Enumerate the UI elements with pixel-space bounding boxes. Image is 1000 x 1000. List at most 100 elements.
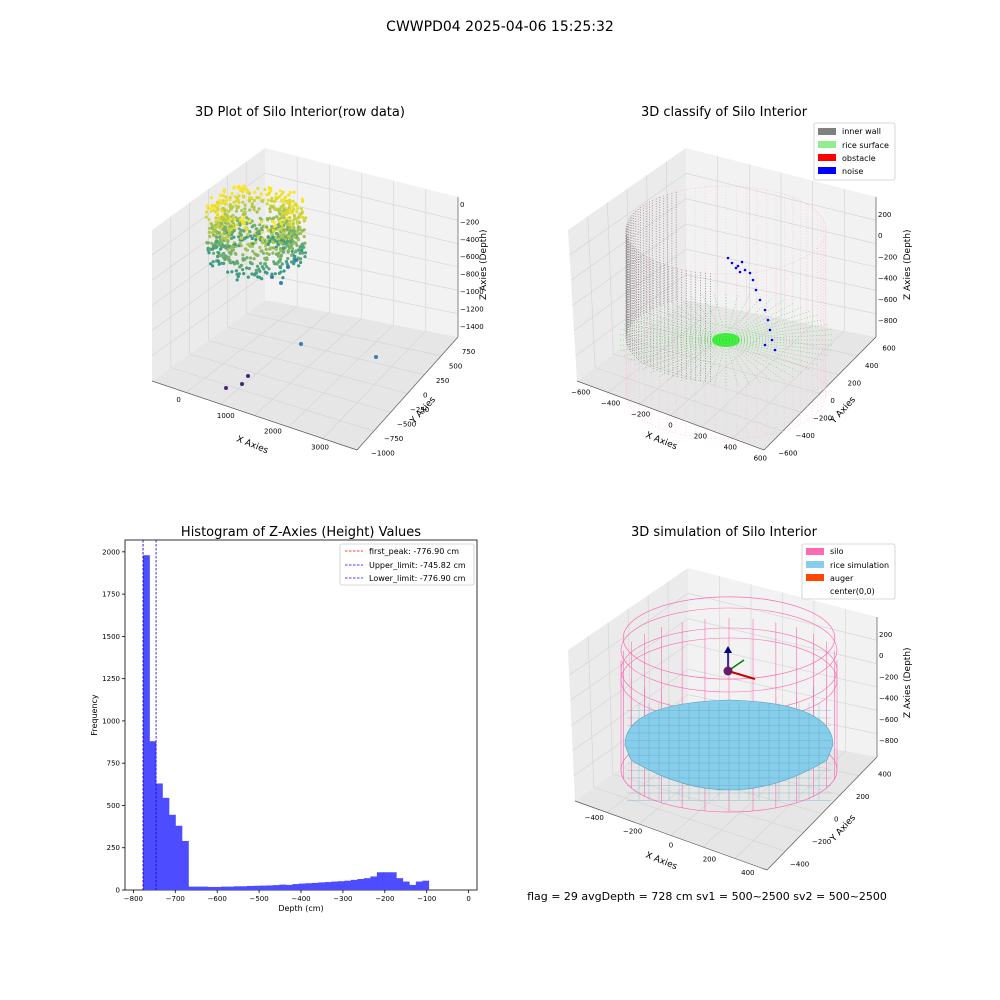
y-tick-label: 0 [423, 392, 427, 400]
point-raw [216, 230, 220, 234]
point-raw [290, 253, 294, 257]
histogram-bar [350, 879, 358, 890]
point-raw [297, 248, 301, 252]
point-raw [245, 188, 249, 192]
point-raw [242, 184, 246, 188]
point-raw [286, 211, 290, 215]
z-tick-label: 0 [460, 201, 464, 209]
point-raw [220, 261, 224, 265]
y-tick-label: 500 [107, 802, 120, 810]
plot2-legend-frame [813, 122, 896, 181]
axis-x-line [574, 800, 768, 871]
z-tick-label: −1000 [460, 288, 484, 296]
point-raw [255, 210, 259, 214]
point-raw [225, 231, 229, 235]
rice-surface-ray [634, 314, 727, 341]
point-raw [302, 234, 306, 239]
point-raw [242, 215, 246, 220]
point-raw [216, 207, 220, 212]
rice-surface-ray [725, 293, 739, 341]
point-raw [227, 209, 231, 214]
plot4-title: 3D simulation of Silo Interior [631, 525, 818, 540]
legend-label-rice-surface: rice surface [842, 141, 889, 150]
rice-surface-ray [658, 303, 727, 341]
point-raw [252, 199, 256, 203]
rice-surface-ray [624, 339, 727, 356]
point-raw [300, 243, 304, 247]
point-raw [239, 233, 243, 237]
point-raw [221, 236, 225, 240]
point-raw [269, 199, 274, 203]
legend-label-first-peak: first_peak: -776.90 cm [369, 547, 459, 556]
plot4-y-ticks: 400 200 0 −200 −400 [790, 770, 891, 868]
point-raw [235, 219, 240, 223]
point-raw [237, 194, 241, 198]
point-raw [260, 226, 264, 230]
point-raw [299, 251, 303, 255]
histogram-bar [396, 878, 404, 890]
x-tick-label: 600 [754, 455, 767, 463]
legend-label-obstacle: obstacle [842, 154, 876, 163]
point-raw [285, 244, 290, 248]
point-raw [266, 229, 270, 233]
point-raw [284, 242, 288, 246]
histogram-title: Histogram of Z-Axies (Height) Values [181, 525, 421, 540]
histogram-bar [253, 885, 261, 890]
histogram-bar [298, 883, 306, 890]
histogram-bar [149, 741, 157, 890]
noise-point [738, 270, 742, 274]
z-tick-label: 200 [879, 631, 892, 639]
noise-point [773, 348, 777, 352]
y-tick-label: 0 [116, 887, 120, 895]
point-raw [242, 237, 246, 241]
point-raw [272, 216, 276, 220]
point-raw [231, 205, 235, 209]
point-raw [248, 256, 253, 260]
point-raw [217, 251, 221, 255]
point-raw [224, 246, 228, 250]
histogram-bar [305, 883, 313, 890]
y-tick-label: 500 [449, 363, 462, 371]
rice-surface-ray [634, 339, 727, 366]
point-raw [218, 253, 222, 258]
histogram-bar [318, 882, 326, 890]
point-raw [252, 257, 256, 261]
legend-swatch-silo [806, 548, 824, 555]
point-outlier [374, 355, 378, 359]
rice-surface-ray [658, 339, 727, 377]
point-raw [244, 227, 249, 231]
y-tick-label: 600 [882, 345, 895, 353]
point-raw [209, 207, 213, 211]
noise-point [740, 260, 744, 264]
point-raw [237, 227, 241, 231]
x-tick-label: 200 [703, 855, 716, 863]
point-raw [220, 209, 224, 213]
point-raw [298, 227, 302, 232]
histogram-bar [259, 885, 267, 890]
point-raw [268, 207, 272, 211]
point-raw [288, 208, 292, 212]
z-tick-label: −400 [460, 236, 479, 244]
y-tick-label: −1000 [371, 450, 395, 458]
x-tick-label: 0 [466, 895, 470, 903]
z-tick-label: −800 [879, 737, 898, 745]
grid-line [151, 173, 266, 256]
point-raw [292, 190, 296, 194]
point-raw [272, 260, 276, 264]
point-raw [276, 228, 280, 232]
point-raw [205, 210, 209, 214]
point-raw [271, 246, 276, 250]
point-outlier [286, 265, 290, 269]
axis-x-line [576, 380, 765, 451]
point-raw [212, 233, 216, 237]
rice-surface-ray [624, 324, 727, 341]
y-tick-label: −200 [813, 415, 832, 423]
point-raw [274, 252, 278, 256]
point-raw [275, 215, 279, 219]
z-tick-label: −600 [879, 716, 898, 724]
point-raw [264, 244, 268, 248]
point-raw [271, 205, 275, 209]
plot4-z-label: Z Axies (Depth) [903, 647, 913, 718]
point-raw [240, 220, 244, 224]
point-raw [288, 243, 293, 247]
